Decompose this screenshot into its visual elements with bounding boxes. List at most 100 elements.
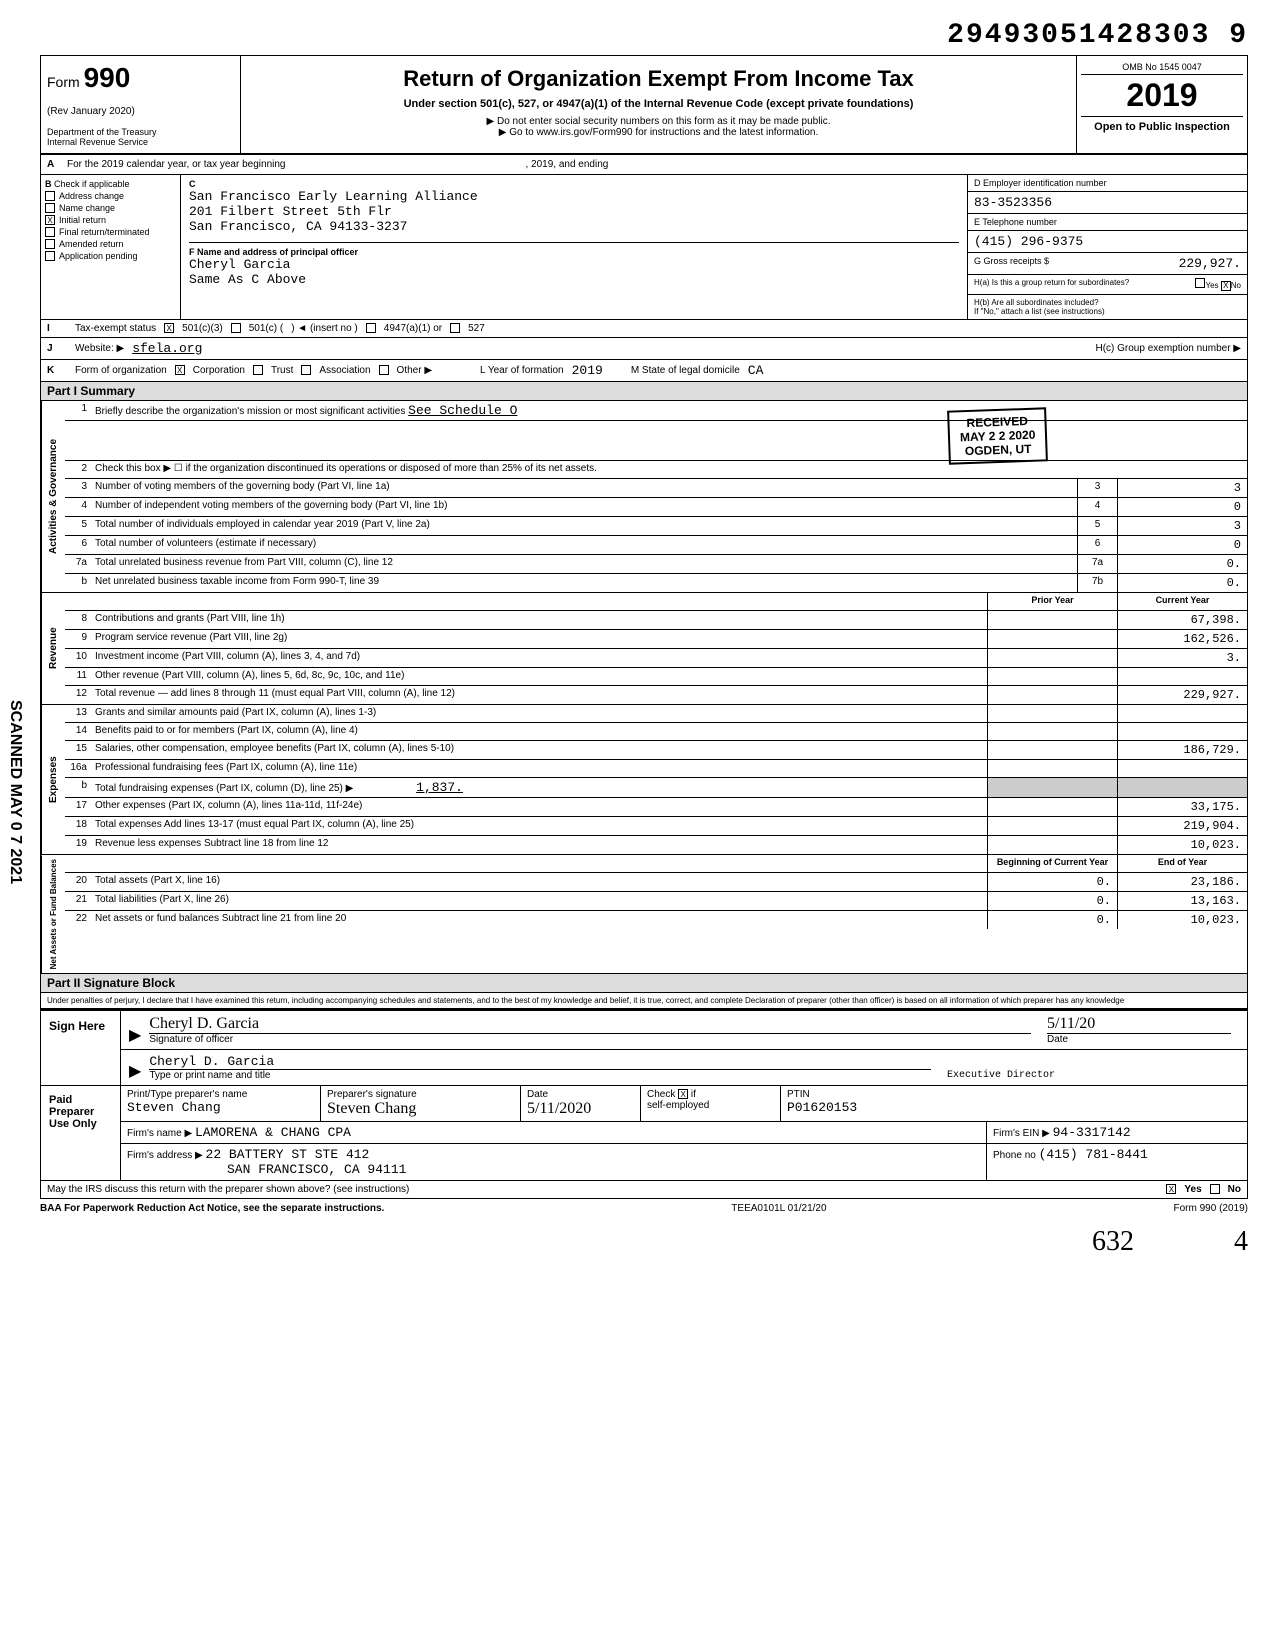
col-b-entity: C San Francisco Early Learning Alliance … [181, 175, 967, 319]
chk-501c[interactable] [231, 323, 241, 333]
opt-4947: 4947(a)(1) or [384, 323, 442, 334]
form-number: 990 [84, 62, 131, 93]
chk-assoc[interactable] [301, 365, 311, 375]
chk-527[interactable] [450, 323, 460, 333]
row-j-text: Website: ▶ [75, 343, 124, 354]
l9p [987, 630, 1117, 648]
chk-initial[interactable]: X [45, 215, 55, 225]
line5-box: 5 [1077, 517, 1117, 535]
opt-other: Other ▶ [397, 365, 432, 376]
line5-val: 3 [1117, 517, 1247, 535]
prep-sig-label: Preparer's signature [327, 1089, 514, 1100]
label-m: M State of legal domicile [631, 365, 740, 376]
tax-year: 2019 [1081, 75, 1243, 117]
l22b: 0. [987, 911, 1117, 929]
l13p [987, 705, 1117, 722]
l17d: Other expenses (Part IX, column (A), lin… [91, 798, 987, 816]
revision-date: (Rev January 2020) [47, 106, 234, 117]
l17n: 17 [65, 798, 91, 816]
line3-val: 3 [1117, 479, 1247, 497]
footer-code: TEEA0101L 01/21/20 [731, 1203, 826, 1214]
summary-revenue: Revenue Prior Year Current Year 8Contrib… [40, 593, 1248, 705]
handwritten-left: 632 [1092, 1226, 1134, 1258]
form-header: Form 990 (Rev January 2020) Department o… [40, 55, 1248, 155]
chk-other[interactable] [379, 365, 389, 375]
col-b-right: D Employer identification number 83-3523… [967, 175, 1247, 319]
l16ac [1117, 760, 1247, 777]
discuss-yes: Yes [1184, 1184, 1201, 1195]
col-prior: Prior Year [987, 593, 1117, 610]
officer-printed-name: Cheryl D. Garcia [149, 1054, 931, 1069]
l14p [987, 723, 1117, 740]
opt-527: 527 [468, 323, 485, 334]
l21e: 13,163. [1117, 892, 1247, 910]
line3-box: 3 [1077, 479, 1117, 497]
line5-num: 5 [65, 517, 91, 535]
header-center: Return of Organization Exempt From Incom… [241, 56, 1077, 153]
label-f: F Name and address of principal officer [189, 247, 358, 257]
line7a-box: 7a [1077, 555, 1117, 573]
side-net: Net Assets or Fund Balances [41, 855, 65, 973]
chk-trust[interactable] [253, 365, 263, 375]
ha-no-chk[interactable]: X [1221, 281, 1231, 291]
line6-val: 0 [1117, 536, 1247, 554]
l8p [987, 611, 1117, 629]
l17p [987, 798, 1117, 816]
chk-amended[interactable] [45, 239, 55, 249]
hb-note: If "No," attach a list (see instructions… [974, 307, 1105, 316]
chk-501c3[interactable]: X [164, 323, 174, 333]
chk-app-pending[interactable] [45, 251, 55, 261]
l20b: 0. [987, 873, 1117, 891]
form-title: Return of Organization Exempt From Incom… [247, 66, 1070, 92]
part1-header: Part I Summary [40, 382, 1248, 401]
l13n: 13 [65, 705, 91, 722]
lbl-app-pending: Application pending [59, 251, 138, 261]
officer-signature: Cheryl D. Garcia [149, 1015, 1031, 1033]
line4-num: 4 [65, 498, 91, 516]
l19d: Revenue less expenses Subtract line 18 f… [91, 836, 987, 854]
open-public: Open to Public Inspection [1081, 117, 1243, 137]
l10n: 10 [65, 649, 91, 667]
lbl-address-change: Address change [59, 191, 124, 201]
ptin: P01620153 [787, 1100, 1241, 1115]
chk-corp[interactable]: X [175, 365, 185, 375]
col-begin: Beginning of Current Year [987, 855, 1117, 872]
side-governance: Activities & Governance [41, 401, 65, 592]
row-j: J Website: ▶ sfela.org H(c) Group exempt… [40, 338, 1248, 360]
lbl-initial-return: Initial return [59, 215, 106, 225]
chk-self-emp[interactable]: X [678, 1089, 688, 1099]
summary-expenses: Expenses 13Grants and similar amounts pa… [40, 705, 1248, 855]
l16an: 16a [65, 760, 91, 777]
discuss-no-chk[interactable] [1210, 1184, 1220, 1194]
l14d: Benefits paid to or for members (Part IX… [91, 723, 987, 740]
chk-address[interactable] [45, 191, 55, 201]
l18c: 219,904. [1117, 817, 1247, 835]
l19n: 19 [65, 836, 91, 854]
handwritten-right: 4 [1234, 1226, 1248, 1258]
label-hb: H(b) Are all subordinates included? [974, 298, 1099, 307]
chk-4947[interactable] [366, 323, 376, 333]
col-end: End of Year [1117, 855, 1247, 872]
l16bc [1117, 778, 1247, 797]
chk-final[interactable] [45, 227, 55, 237]
check-label: Check [647, 1089, 675, 1100]
irs: Internal Revenue Service [47, 137, 234, 147]
org-address1: 201 Filbert Street 5th Flr [189, 204, 959, 219]
l16bd: Total fundraising expenses (Part IX, col… [95, 783, 353, 794]
l21n: 21 [65, 892, 91, 910]
l13c [1117, 705, 1247, 722]
opt-501c-suffix: ) ◄ (insert no ) [291, 323, 358, 334]
chk-name[interactable] [45, 203, 55, 213]
row-a: A For the 2019 calendar year, or tax yea… [40, 155, 1248, 175]
discuss-yes-chk[interactable]: X [1166, 1184, 1176, 1194]
row-a-mid: , 2019, and ending [525, 159, 608, 170]
firm-name: LAMORENA & CHANG CPA [195, 1125, 351, 1140]
l20e: 23,186. [1117, 873, 1247, 891]
discuss-text: May the IRS discuss this return with the… [47, 1184, 409, 1195]
line5-desc: Total number of individuals employed in … [91, 517, 1077, 535]
ha-yes-chk[interactable] [1195, 278, 1205, 288]
l15p [987, 741, 1117, 759]
line4-desc: Number of independent voting members of … [91, 498, 1077, 516]
line3-num: 3 [65, 479, 91, 497]
l9n: 9 [65, 630, 91, 648]
